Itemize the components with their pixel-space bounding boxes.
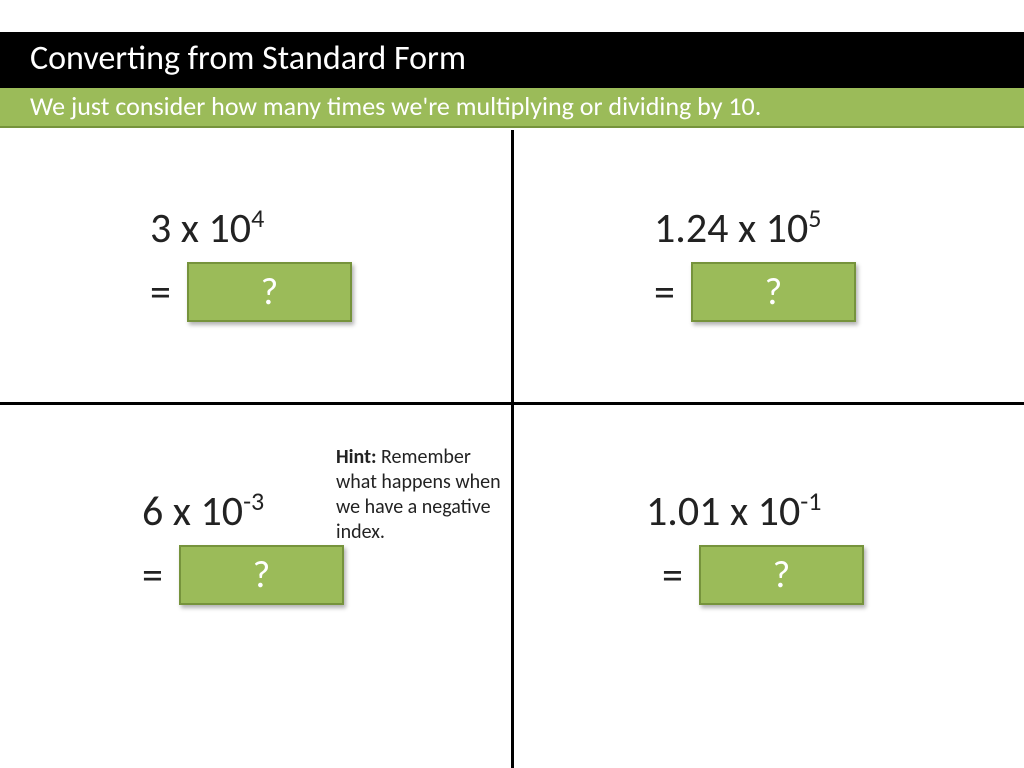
base: 10 bbox=[758, 486, 801, 537]
exponent: -1 bbox=[800, 485, 821, 517]
equals-sign: = bbox=[662, 550, 683, 601]
quadrant-2: 1.24 x 105 = ? bbox=[514, 130, 1024, 400]
equals-sign: = bbox=[654, 267, 675, 318]
equals-sign: = bbox=[150, 267, 171, 318]
answer-row-1: = ? bbox=[150, 262, 352, 322]
subtitle-bar: We just consider how many times we're mu… bbox=[0, 88, 1024, 128]
quadrant-4: 1.01 x 10-1 = ? bbox=[514, 405, 1024, 675]
base: 10 bbox=[200, 486, 243, 537]
exponent: 4 bbox=[251, 202, 264, 234]
answer-placeholder: ? bbox=[765, 269, 783, 315]
quadrant-3: 6 x 10-3 = ? Hint: Remember what happens… bbox=[0, 405, 511, 675]
answer-row-2: = ? bbox=[654, 262, 856, 322]
answer-placeholder: ? bbox=[261, 269, 279, 315]
answer-row-4: = ? bbox=[662, 545, 864, 605]
times-icon: x bbox=[730, 486, 758, 537]
times-icon: x bbox=[181, 203, 209, 254]
equals-sign: = bbox=[142, 550, 163, 601]
expression-3: 6 x 10-3 bbox=[142, 485, 264, 537]
expression-4: 1.01 x 10-1 bbox=[646, 485, 821, 537]
coeff: 6 bbox=[142, 486, 163, 537]
answer-box-1[interactable]: ? bbox=[187, 262, 352, 322]
page-title: Converting from Standard Form bbox=[30, 38, 466, 79]
answer-box-3[interactable]: ? bbox=[179, 545, 344, 605]
exponent: 5 bbox=[808, 202, 821, 234]
quadrant-1: 3 x 104 = ? bbox=[0, 130, 511, 400]
title-bar: Converting from Standard Form bbox=[0, 32, 1024, 88]
times-icon: x bbox=[738, 203, 766, 254]
answer-box-4[interactable]: ? bbox=[699, 545, 864, 605]
page-subtitle: We just consider how many times we're mu… bbox=[30, 90, 761, 122]
hint-label: Hint: bbox=[336, 445, 377, 469]
coeff: 1.01 bbox=[646, 486, 720, 537]
coeff: 1.24 bbox=[654, 203, 728, 254]
answer-row-3: = ? bbox=[142, 545, 344, 605]
base: 10 bbox=[208, 203, 251, 254]
answer-placeholder: ? bbox=[253, 552, 271, 598]
exponent: -3 bbox=[243, 485, 264, 517]
answer-box-2[interactable]: ? bbox=[691, 262, 856, 322]
quad-grid: 3 x 104 = ? 1.24 x 105 = ? 6 x bbox=[0, 130, 1024, 768]
times-icon: x bbox=[173, 486, 201, 537]
expression-2: 1.24 x 105 bbox=[654, 202, 821, 254]
hint-text: Hint: Remember what happens when we have… bbox=[336, 445, 516, 545]
expression-1: 3 x 104 bbox=[150, 202, 264, 254]
base: 10 bbox=[766, 203, 809, 254]
coeff: 3 bbox=[150, 203, 171, 254]
answer-placeholder: ? bbox=[773, 552, 791, 598]
